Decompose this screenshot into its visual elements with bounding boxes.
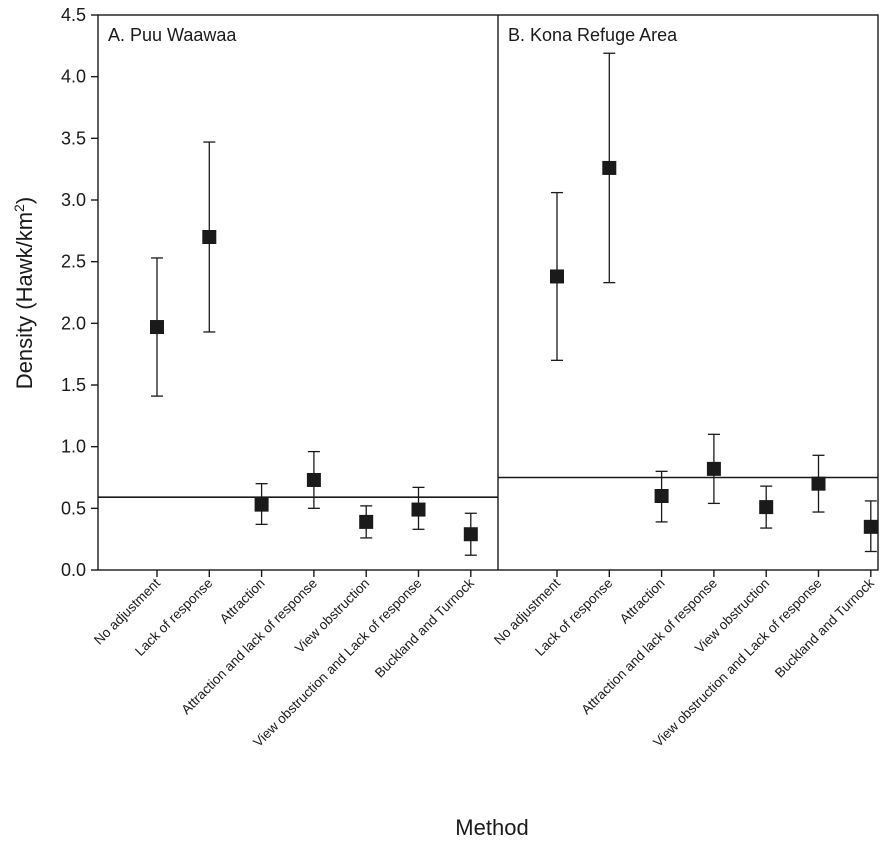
x-axis-title: Method <box>455 815 528 840</box>
data-point <box>706 461 721 476</box>
data-point <box>863 519 878 534</box>
y-tick-label: 3.0 <box>61 190 86 210</box>
panel-label: A. Puu Waawaa <box>108 25 237 45</box>
y-tick-label: 3.5 <box>61 128 86 148</box>
data-point <box>202 230 217 244</box>
y-axis-title-close: ) <box>12 197 37 204</box>
data-point <box>811 476 826 491</box>
data-point <box>306 472 321 487</box>
panel-label: B. Kona Refuge Area <box>508 25 678 45</box>
data-point <box>359 514 374 529</box>
data-point <box>411 502 426 517</box>
y-tick-label: 1.0 <box>61 437 86 457</box>
y-tick-label: 2.5 <box>61 252 86 272</box>
y-tick-label: 0.5 <box>61 498 86 518</box>
y-axis-title-main: Density (Hawk/km <box>12 212 37 389</box>
x-tick-label: Buckland and Turnock <box>372 575 477 680</box>
y-tick-label: 4.5 <box>61 5 86 25</box>
y-tick-label: 2.0 <box>61 313 86 333</box>
data-point <box>759 500 774 515</box>
data-point <box>602 160 617 175</box>
y-axis-title-sup: 2 <box>11 204 27 212</box>
data-point <box>254 497 269 512</box>
y-tick-label: 0.0 <box>61 560 86 580</box>
data-point <box>550 269 564 284</box>
data-point <box>463 527 478 542</box>
x-tick-label: Attraction <box>617 576 668 627</box>
data-point <box>150 320 164 335</box>
data-point <box>654 489 669 503</box>
x-tick-label: Attraction <box>217 576 268 627</box>
x-tick-label: Buckland and Turnock <box>772 575 877 680</box>
y-axis: 0.0 0.5 1.0 1.5 2.0 2.5 3.0 3.5 4.0 4.5 <box>61 5 98 580</box>
y-axis-title: Density (Hawk/km2) <box>11 197 37 389</box>
y-tick-label: 1.5 <box>61 375 86 395</box>
plot-border <box>97 14 879 571</box>
y-tick-label: 4.0 <box>61 67 86 87</box>
